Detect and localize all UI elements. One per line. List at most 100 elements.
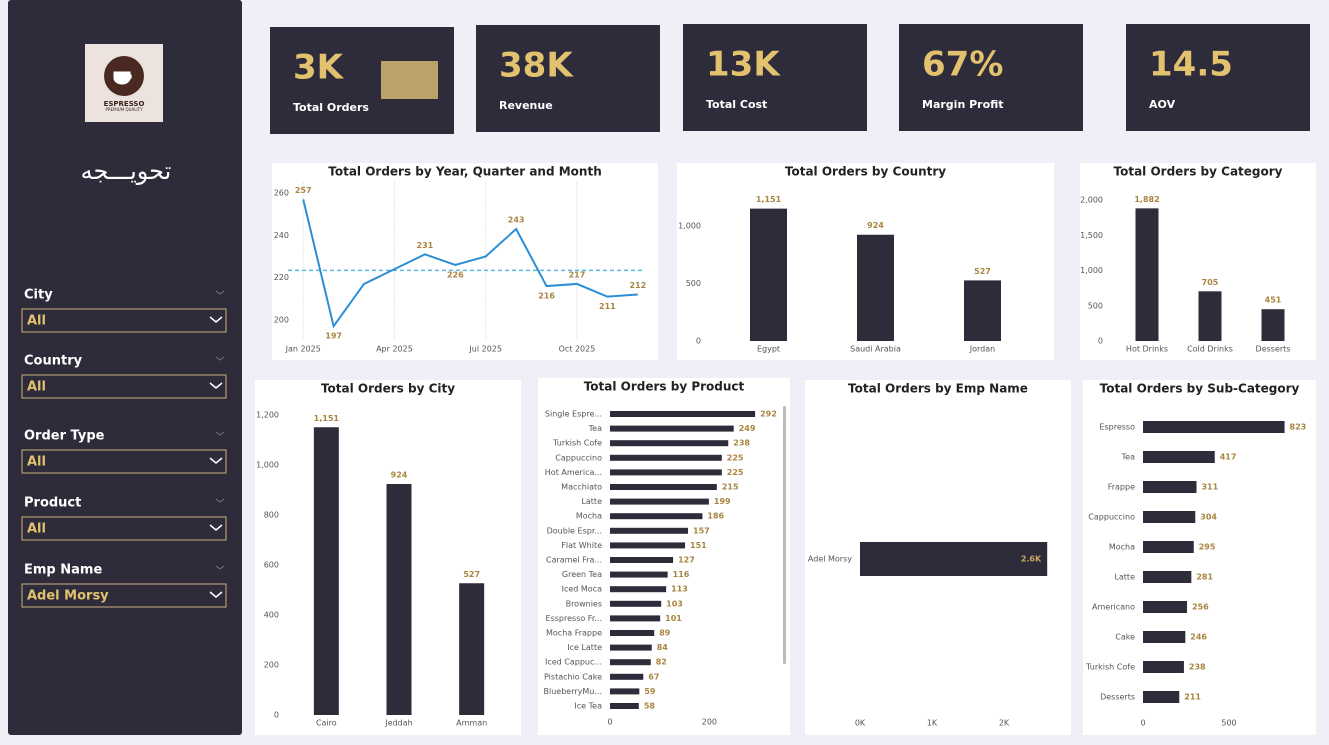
chart-panel	[538, 378, 790, 735]
data-label: 82	[656, 658, 667, 667]
bar	[1261, 309, 1285, 341]
y-tick-label: Single Espre...	[545, 410, 602, 419]
kpi-label: Total Orders	[293, 101, 369, 114]
bar	[610, 659, 651, 666]
kpi-label: Total Cost	[706, 98, 767, 111]
bar	[386, 484, 412, 715]
logo-subtitle: PREMIUM QUALITY	[105, 107, 143, 112]
data-label: 238	[733, 439, 750, 448]
data-label: 527	[974, 267, 991, 276]
kpi-label: Margin Profit	[922, 98, 1004, 111]
data-label: 527	[463, 570, 480, 579]
bar	[860, 542, 1048, 576]
y-tick-label: 2,000	[1080, 196, 1103, 205]
x-tick-label: 500	[1221, 719, 1236, 728]
y-tick-label: 260	[274, 189, 289, 198]
data-label: 212	[629, 281, 646, 290]
x-tick-label: Apr 2025	[376, 345, 413, 354]
y-tick-label: Flat White	[561, 541, 602, 550]
bar	[313, 427, 339, 715]
kpi-card	[476, 25, 660, 132]
bar	[610, 600, 662, 607]
chart-title: Total Orders by Product	[584, 380, 745, 394]
logo-title: ESPRESSO	[104, 100, 145, 108]
data-label: 59	[644, 687, 656, 696]
y-tick-label: Double Espr...	[547, 526, 602, 535]
data-label: 103	[666, 599, 683, 608]
scrollbar[interactable]	[783, 406, 786, 664]
data-label: 225	[727, 453, 744, 462]
bar	[857, 234, 894, 341]
x-tick-label: Jordan	[969, 345, 995, 354]
data-label: 58	[644, 702, 656, 711]
y-tick-label: 1,200	[256, 411, 279, 420]
bar	[610, 411, 756, 417]
y-tick-label: 400	[264, 611, 279, 620]
data-label: 215	[722, 483, 739, 492]
y-tick-label: 200	[274, 315, 289, 324]
filter-value: All	[27, 380, 46, 395]
y-tick-label: Latte	[1114, 573, 1135, 582]
line	[302, 199, 638, 329]
y-tick-label: 220	[274, 273, 289, 282]
data-label: 311	[1201, 483, 1218, 492]
filter-dropdown[interactable]	[21, 516, 227, 541]
logo-icon	[113, 71, 132, 85]
bar	[1143, 601, 1188, 613]
y-tick-label: Turkish Cofe	[1085, 663, 1135, 672]
y-tick-label: Brownies	[566, 599, 602, 608]
y-tick-label: Cake	[1115, 633, 1135, 642]
dropdown-chevron	[209, 382, 223, 389]
bar	[610, 440, 729, 447]
y-tick-label: 500	[686, 279, 701, 288]
filter-label: Emp Name	[24, 563, 102, 578]
filter-value: All	[27, 314, 46, 329]
data-label: 211	[599, 302, 616, 311]
filter-dropdown[interactable]	[21, 308, 227, 333]
y-tick-label: Latte	[581, 497, 602, 506]
y-tick-label: 0	[696, 337, 701, 346]
bar	[610, 571, 668, 578]
y-tick-label: Macchiato	[561, 483, 602, 492]
kpi-value: 38K	[499, 46, 574, 86]
filter-chevron	[215, 356, 225, 361]
data-label: 924	[867, 221, 884, 230]
data-label: 1,151	[756, 195, 782, 204]
bar	[610, 469, 722, 476]
x-tick-label: Saudi Arabia	[850, 345, 901, 354]
bar	[1143, 421, 1285, 433]
filter-dropdown[interactable]	[21, 583, 227, 608]
data-label: 197	[325, 332, 342, 341]
kpi-card	[899, 24, 1083, 131]
filter-dropdown[interactable]	[21, 449, 227, 474]
data-label: 243	[508, 215, 525, 224]
chart-title: Total Orders by Country	[785, 165, 946, 179]
filter-chevron	[215, 290, 225, 295]
filter-label: City	[24, 288, 53, 303]
y-tick-label: 0	[274, 711, 279, 720]
bar	[610, 454, 722, 461]
y-tick-label: 600	[264, 561, 279, 570]
x-tick-label: Desserts	[1256, 345, 1291, 354]
y-tick-label: Desserts	[1100, 693, 1135, 702]
filter-label: Order Type	[24, 429, 105, 444]
bar	[610, 586, 667, 593]
y-tick-label: 1,000	[678, 222, 701, 231]
x-tick-label: 1K	[927, 719, 938, 728]
x-tick-label: 200	[702, 718, 717, 727]
y-tick-label: 0	[1098, 337, 1103, 346]
filter-value: Adel Morsy	[27, 589, 109, 604]
x-tick-label: Jul 2025	[468, 345, 502, 354]
data-label: 292	[760, 410, 777, 419]
x-tick-label: Hot Drinks	[1126, 345, 1168, 354]
data-label: 304	[1200, 513, 1217, 522]
bar	[610, 703, 639, 709]
data-label: 295	[1199, 543, 1216, 552]
chart-title: Total Orders by Category	[1114, 165, 1283, 179]
filter-dropdown[interactable]	[21, 374, 227, 399]
kpi-label: Revenue	[499, 99, 553, 112]
bar	[610, 615, 661, 622]
dropdown-chevron	[209, 524, 223, 531]
x-tick-label: Jan 2025	[285, 345, 321, 354]
x-tick-label: Cold Drinks	[1187, 345, 1233, 354]
